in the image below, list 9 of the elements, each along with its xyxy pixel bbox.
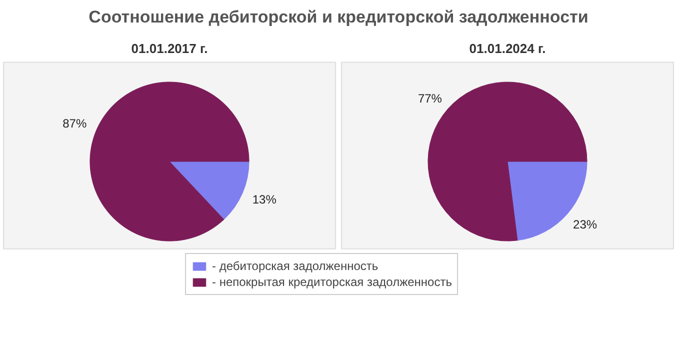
data-label: 23% <box>573 218 598 232</box>
chart-title: Соотношение дебиторской и кредиторской задолженности <box>88 8 588 26</box>
data-label: 77% <box>418 92 442 106</box>
chart-subtitle: 01.01.2024 г. <box>469 40 546 56</box>
legend-label: - непокрытая кредиторская задолженность <box>212 275 452 289</box>
data-label: 87% <box>62 116 87 131</box>
legend-label: - дебиторская задолженность <box>212 259 378 273</box>
chart-subtitle: 01.01.2017 г. <box>131 40 208 56</box>
data-label: 13% <box>252 192 277 206</box>
